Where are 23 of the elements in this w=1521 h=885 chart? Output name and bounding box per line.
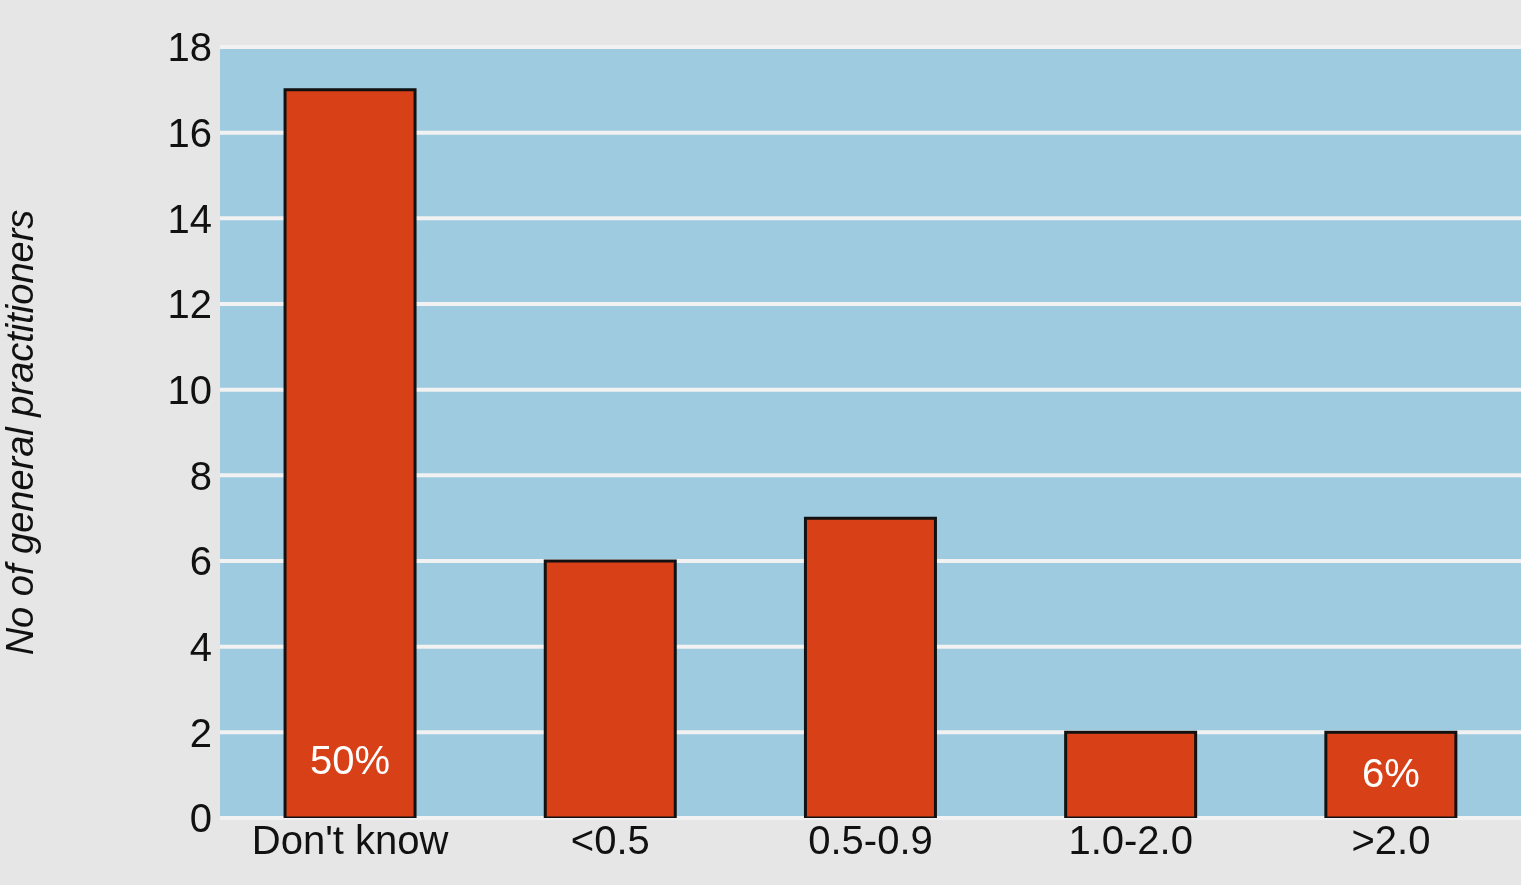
x-tick-label: Don't know [251, 818, 449, 863]
y-tick-label: 14 [167, 196, 212, 241]
annotation: 50% [310, 737, 391, 782]
y-tick-label: 6 [189, 539, 212, 584]
bar [543, 559, 677, 818]
y-tick-label: 4 [189, 624, 212, 669]
x-tick-label: >2.0 [1351, 818, 1431, 863]
y-tick-label: 0 [189, 796, 212, 841]
bar [1324, 730, 1458, 818]
bar [803, 516, 937, 818]
x-tick-label: <0.5 [570, 818, 650, 863]
x-tick-label: 1.0-2.0 [1068, 818, 1193, 863]
x-tick-label: 0.5-0.9 [808, 818, 933, 863]
y-tick-label: 12 [167, 282, 212, 327]
y-tick-label: 8 [189, 453, 212, 498]
y-tick-label: 18 [167, 25, 212, 70]
y-tick-label: 16 [167, 110, 212, 155]
y-axis-title: No of general practitioners [0, 209, 42, 656]
y-tick-label: 2 [189, 710, 212, 755]
bar [283, 88, 417, 818]
bar [1064, 730, 1198, 818]
y-tick-label: 10 [167, 367, 212, 412]
annotation: 6% [1361, 750, 1420, 795]
